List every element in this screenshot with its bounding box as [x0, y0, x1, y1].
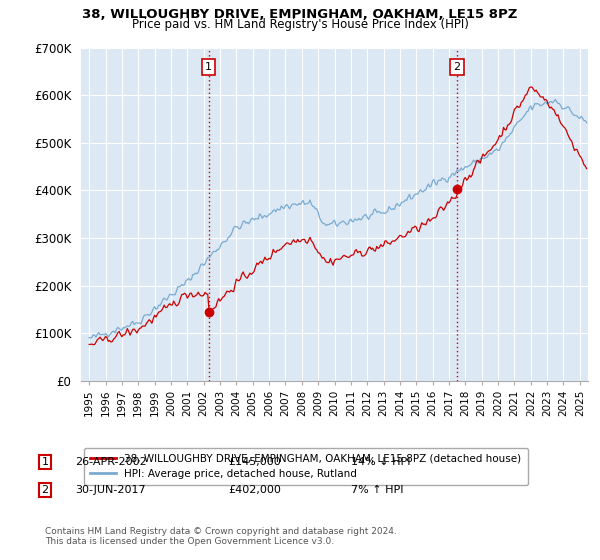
Text: Contains HM Land Registry data © Crown copyright and database right 2024.
This d: Contains HM Land Registry data © Crown c…: [45, 526, 397, 546]
Text: £145,000: £145,000: [228, 457, 281, 467]
Text: 26-APR-2002: 26-APR-2002: [75, 457, 147, 467]
Text: 1: 1: [41, 457, 49, 467]
Text: 2: 2: [41, 485, 49, 495]
Legend: 38, WILLOUGHBY DRIVE, EMPINGHAM, OAKHAM, LE15 8PZ (detached house), HPI: Average: 38, WILLOUGHBY DRIVE, EMPINGHAM, OAKHAM,…: [83, 447, 527, 486]
Text: 14% ↓ HPI: 14% ↓ HPI: [351, 457, 410, 467]
Text: £402,000: £402,000: [228, 485, 281, 495]
Text: 1: 1: [205, 62, 212, 72]
Text: 7% ↑ HPI: 7% ↑ HPI: [351, 485, 404, 495]
Text: 30-JUN-2017: 30-JUN-2017: [75, 485, 146, 495]
Text: 2: 2: [454, 62, 461, 72]
Text: Price paid vs. HM Land Registry's House Price Index (HPI): Price paid vs. HM Land Registry's House …: [131, 18, 469, 31]
Text: 38, WILLOUGHBY DRIVE, EMPINGHAM, OAKHAM, LE15 8PZ: 38, WILLOUGHBY DRIVE, EMPINGHAM, OAKHAM,…: [82, 8, 518, 21]
